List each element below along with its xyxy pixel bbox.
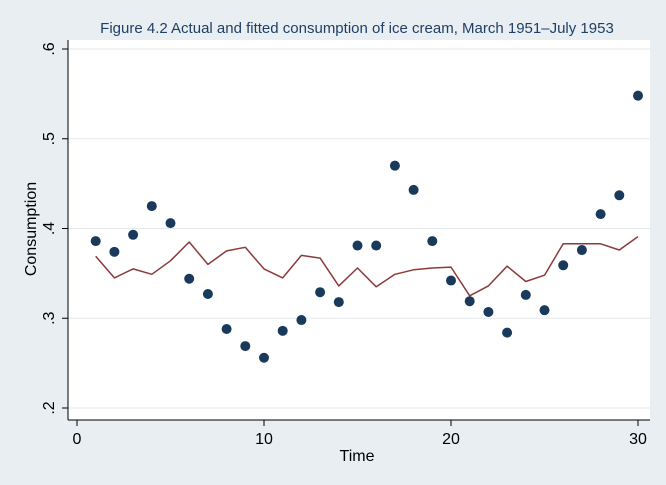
- data-point: [371, 240, 382, 251]
- data-point: [595, 209, 606, 220]
- data-point: [277, 325, 288, 336]
- data-point: [558, 260, 569, 271]
- data-point: [109, 246, 120, 257]
- data-point: [90, 236, 101, 247]
- data-point: [128, 229, 139, 240]
- data-point: [221, 324, 232, 335]
- x-tick-label: 20: [442, 431, 460, 448]
- data-point: [520, 289, 531, 300]
- x-tick-label: 10: [255, 431, 273, 448]
- data-point: [315, 287, 326, 298]
- data-point: [296, 315, 307, 326]
- plot-area: [68, 40, 650, 420]
- data-point: [446, 275, 456, 286]
- data-point: [333, 297, 344, 308]
- data-point: [184, 273, 195, 284]
- data-point: [259, 352, 269, 363]
- data-point: [240, 341, 251, 352]
- x-tick-label: 30: [629, 431, 647, 448]
- y-tick-label: .5: [41, 132, 58, 145]
- x-axis-label: Time: [340, 448, 375, 465]
- y-tick-label: .4: [41, 222, 58, 235]
- data-point: [202, 289, 213, 300]
- fitted-line: [95, 235, 639, 297]
- grid-lines: [68, 48, 650, 409]
- data-point: [483, 306, 494, 317]
- y-tick-label: .6: [41, 42, 58, 55]
- data-point: [389, 160, 400, 171]
- axes: .2 .3 .4 .5 .6 0 10 20 30: [41, 40, 650, 448]
- data-point: [146, 201, 157, 212]
- data-point: [539, 305, 550, 316]
- data-point: [502, 327, 513, 338]
- data-point: [408, 184, 419, 195]
- y-axis-label: Consumption: [23, 182, 40, 276]
- data-point: [576, 245, 587, 256]
- y-tick-label: .2: [41, 401, 58, 414]
- data-point: [633, 90, 643, 101]
- data-point: [165, 218, 176, 229]
- data-point: [352, 240, 363, 251]
- y-tick-label: .3: [41, 311, 58, 324]
- series-layer: [90, 90, 643, 363]
- data-point: [614, 190, 625, 201]
- data-point: [464, 296, 475, 307]
- data-point: [427, 236, 438, 247]
- x-tick-label: 0: [73, 431, 82, 448]
- chart-title: Figure 4.2 Actual and fitted consumption…: [100, 20, 614, 37]
